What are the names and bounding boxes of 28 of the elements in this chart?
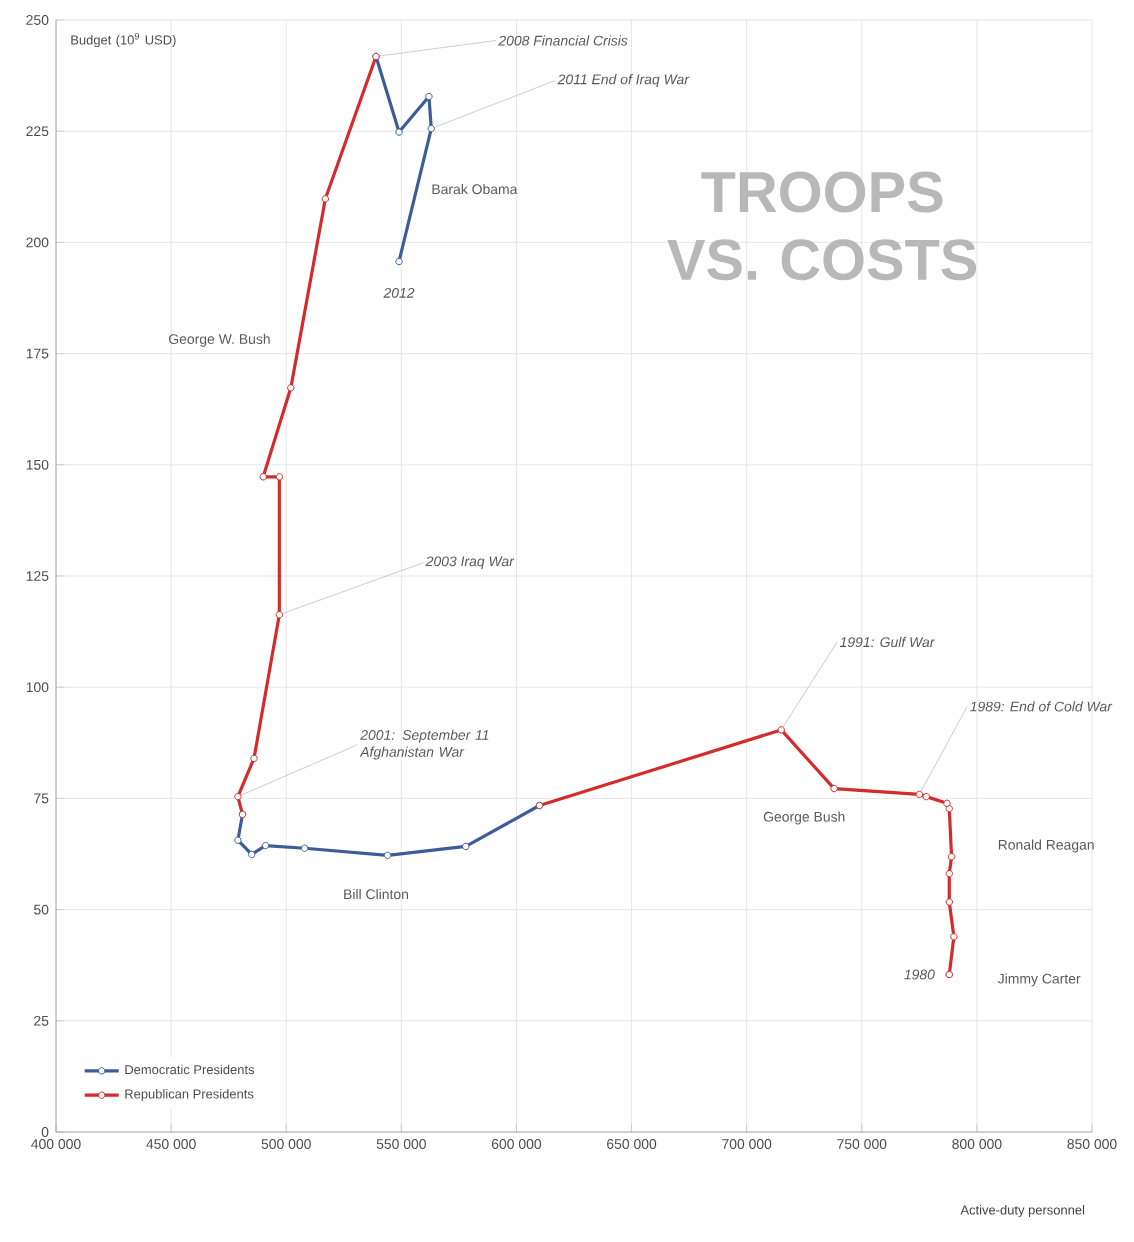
point	[922, 792, 930, 801]
point	[287, 384, 295, 392]
point	[945, 804, 953, 813]
point	[234, 792, 242, 801]
point	[915, 790, 924, 799]
point	[395, 257, 403, 266]
text: TROOPS VS. COSTS	[667, 171, 977, 281]
point	[250, 754, 258, 763]
point	[777, 726, 785, 734]
point	[275, 611, 284, 619]
point	[945, 898, 953, 906]
point	[395, 128, 403, 136]
point	[830, 784, 838, 793]
point	[248, 850, 256, 859]
point	[275, 473, 284, 481]
point	[950, 933, 958, 941]
point	[947, 852, 956, 861]
point	[261, 841, 270, 850]
point	[234, 836, 242, 844]
point	[259, 473, 267, 481]
point	[321, 195, 330, 203]
point	[462, 842, 470, 851]
point	[425, 92, 433, 101]
point	[383, 851, 392, 860]
point	[300, 844, 309, 852]
point	[427, 124, 435, 133]
point	[945, 869, 953, 878]
point	[943, 799, 951, 807]
